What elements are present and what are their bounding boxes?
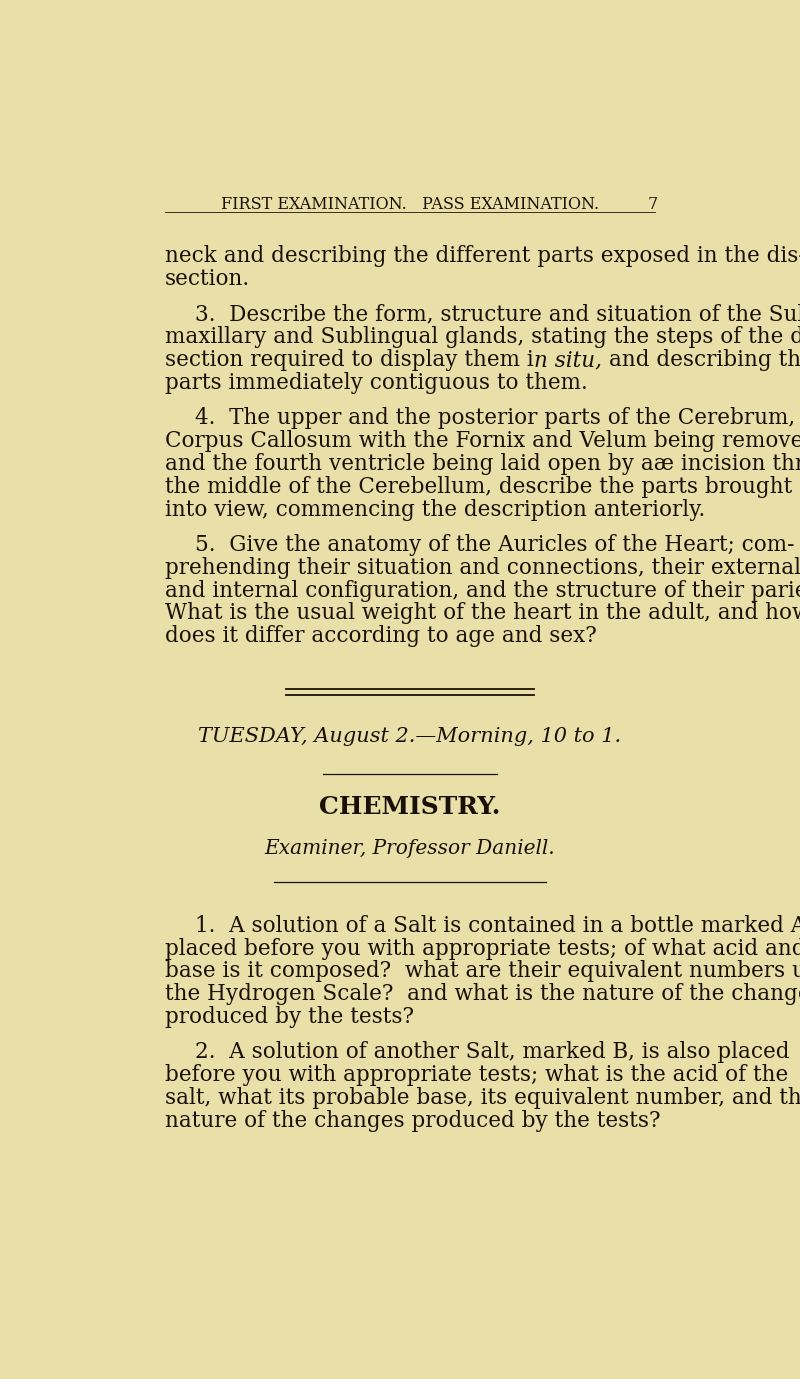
Text: Corpus Callosum with the Fornix and Velum being removed,: Corpus Callosum with the Fornix and Velu… xyxy=(165,430,800,452)
Text: n situ,: n situ, xyxy=(534,349,609,371)
Text: placed before you with appropriate tests; of what acid and: placed before you with appropriate tests… xyxy=(165,938,800,960)
Text: nature of the changes produced by the tests?: nature of the changes produced by the te… xyxy=(165,1110,661,1132)
Text: TUESDAY, August 2.—Morning, 10 to 1.: TUESDAY, August 2.—Morning, 10 to 1. xyxy=(198,727,622,746)
Text: maxillary and Sublingual glands, stating the steps of the dis-: maxillary and Sublingual glands, stating… xyxy=(165,327,800,348)
Text: salt, what its probable base, its equivalent number, and the: salt, what its probable base, its equiva… xyxy=(165,1087,800,1109)
Text: and internal configuration, and the structure of their parietes.: and internal configuration, and the stru… xyxy=(165,579,800,601)
Text: FIRST EXAMINATION.   PASS EXAMINATION.: FIRST EXAMINATION. PASS EXAMINATION. xyxy=(221,196,599,212)
Text: 7: 7 xyxy=(648,196,658,212)
Text: parts immediately contiguous to them.: parts immediately contiguous to them. xyxy=(165,372,588,394)
Text: before you with appropriate tests; what is the acid of the: before you with appropriate tests; what … xyxy=(165,1065,788,1087)
Text: 1.  A solution of a Salt is contained in a bottle marked A,: 1. A solution of a Salt is contained in … xyxy=(195,914,800,936)
Text: and describing the: and describing the xyxy=(609,349,800,371)
Text: the middle of the Cerebellum, describe the parts brought: the middle of the Cerebellum, describe t… xyxy=(165,476,792,498)
Text: the Hydrogen Scale?  and what is the nature of the changes: the Hydrogen Scale? and what is the natu… xyxy=(165,983,800,1005)
Text: does it differ according to age and sex?: does it differ according to age and sex? xyxy=(165,625,597,647)
Text: CHEMISTRY.: CHEMISTRY. xyxy=(319,796,501,819)
Text: neck and describing the different parts exposed in the dis-: neck and describing the different parts … xyxy=(165,245,800,268)
Text: 4.  The upper and the posterior parts of the Cerebrum, the: 4. The upper and the posterior parts of … xyxy=(195,407,800,429)
Text: 5.  Give the anatomy of the Auricles of the Heart; com-: 5. Give the anatomy of the Auricles of t… xyxy=(195,534,794,556)
Text: into view, commencing the description anteriorly.: into view, commencing the description an… xyxy=(165,499,706,520)
Text: section required to display them i: section required to display them i xyxy=(165,349,534,371)
Text: section.: section. xyxy=(165,268,250,290)
Text: produced by the tests?: produced by the tests? xyxy=(165,1007,414,1027)
Text: prehending their situation and connections, their external: prehending their situation and connectio… xyxy=(165,557,800,579)
Text: 2.  A solution of another Salt, marked B, is also placed: 2. A solution of another Salt, marked B,… xyxy=(195,1041,790,1063)
Text: base is it composed?  what are their equivalent numbers upon: base is it composed? what are their equi… xyxy=(165,960,800,982)
Text: and the fourth ventricle being laid open by aæ incision through: and the fourth ventricle being laid open… xyxy=(165,452,800,474)
Text: 3.  Describe the form, structure and situation of the Sub-: 3. Describe the form, structure and situ… xyxy=(195,303,800,325)
Text: What is the usual weight of the heart in the adult, and how: What is the usual weight of the heart in… xyxy=(165,603,800,625)
Text: Examiner, Professor Daniell.: Examiner, Professor Daniell. xyxy=(265,838,555,858)
